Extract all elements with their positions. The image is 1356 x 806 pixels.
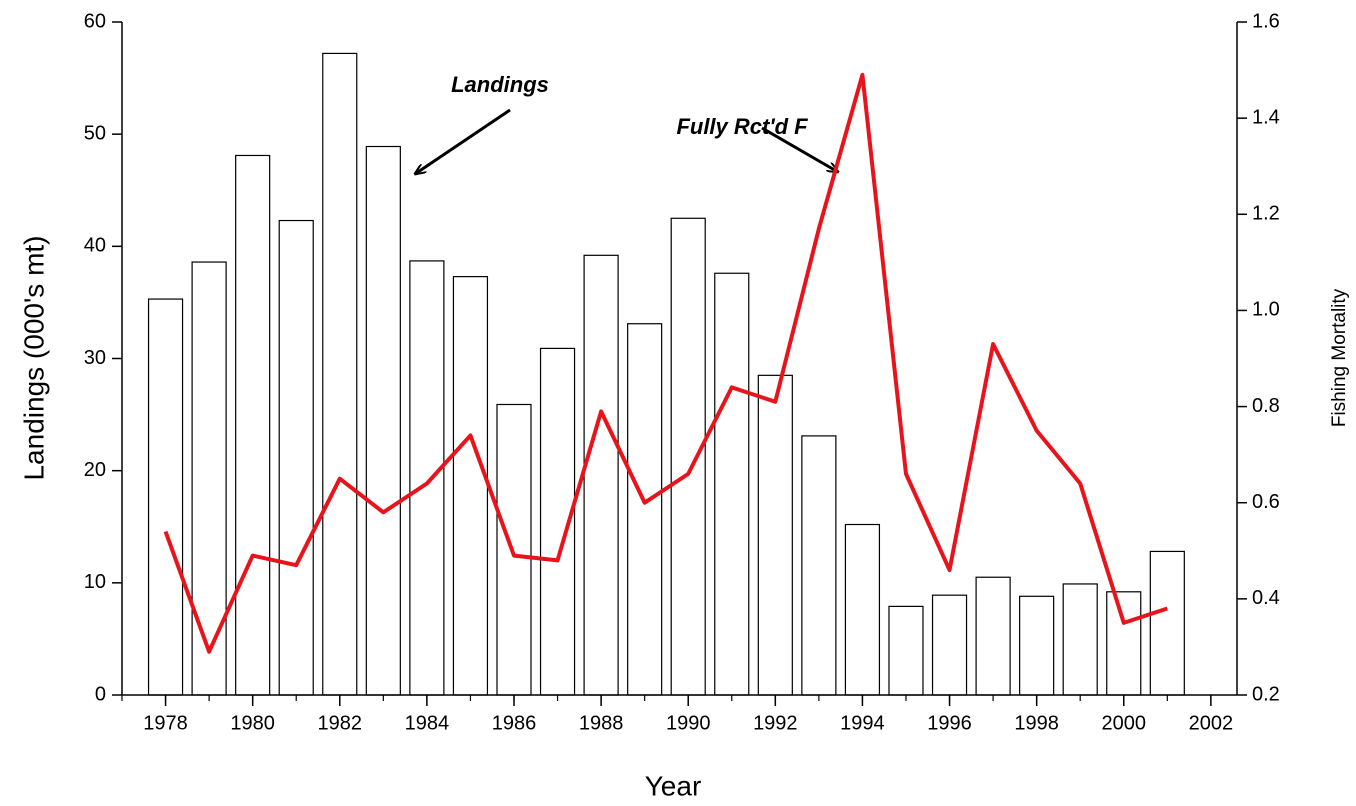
- bar: [235, 154, 271, 696]
- bar: [1149, 550, 1185, 696]
- bar: [278, 219, 314, 696]
- y2-tick-label: 0.6: [1252, 491, 1280, 513]
- y-tick-label: 30: [84, 347, 106, 369]
- bar: [670, 217, 706, 696]
- bar: [1106, 591, 1142, 696]
- x-tick-label: 1996: [927, 712, 972, 734]
- bar: [365, 145, 401, 696]
- y2-tick-label: 0.8: [1252, 395, 1280, 417]
- bar: [452, 276, 489, 696]
- annotation: Fully Rct'd F: [676, 114, 808, 139]
- y-tick-label: 50: [84, 122, 106, 144]
- y-axis-label: Landings (000's mt): [18, 235, 49, 480]
- x-tick-label: 1992: [753, 712, 798, 734]
- y2-tick-label: 0.4: [1252, 587, 1280, 609]
- bar: [322, 52, 358, 696]
- bar: [147, 298, 184, 696]
- bar: [1062, 583, 1098, 696]
- bar: [757, 374, 793, 696]
- bar: [627, 323, 663, 696]
- x-tick-label: 1982: [318, 712, 363, 734]
- bar: [409, 260, 445, 696]
- x-tick-label: 1978: [143, 712, 188, 734]
- y-tick-label: 0: [95, 683, 106, 705]
- arrow: [415, 108, 511, 174]
- bar: [844, 523, 881, 696]
- y2-tick-label: 1.4: [1252, 106, 1280, 128]
- bar: [888, 605, 924, 696]
- line: [163, 72, 1168, 654]
- x-tick-label: 1994: [840, 712, 885, 734]
- bar: [801, 435, 837, 696]
- bar: [714, 272, 750, 696]
- bar: [931, 594, 968, 696]
- y2-tick-label: 0.2: [1252, 683, 1280, 705]
- arrow: [761, 126, 838, 172]
- y2-tick-label: 1.6: [1252, 10, 1280, 32]
- bar: [583, 254, 619, 696]
- x-tick-label: 1986: [492, 712, 537, 734]
- x-tick-label: 2002: [1189, 712, 1234, 734]
- x-tick-label: 1998: [1014, 712, 1059, 734]
- x-tick-label: 1990: [666, 712, 711, 734]
- x-tick-label: 1988: [579, 712, 624, 734]
- y-tick-label: 60: [84, 10, 106, 32]
- x-tick-label: 2000: [1102, 712, 1147, 734]
- x-tick-label: 1984: [405, 712, 450, 734]
- y-tick-label: 10: [84, 571, 106, 593]
- x-tick-label: 1980: [230, 712, 275, 734]
- annotation: Landings: [451, 72, 549, 97]
- y-tick-label: 20: [84, 459, 106, 481]
- y2-axis-label: Fishing Mortality: [1329, 288, 1350, 427]
- x-axis-label: Year: [645, 770, 702, 801]
- y2-tick-label: 1.2: [1252, 203, 1280, 225]
- y-tick-label: 40: [84, 235, 106, 257]
- bar: [1019, 595, 1055, 696]
- y2-tick-label: 1.0: [1252, 299, 1280, 321]
- bar: [975, 576, 1011, 696]
